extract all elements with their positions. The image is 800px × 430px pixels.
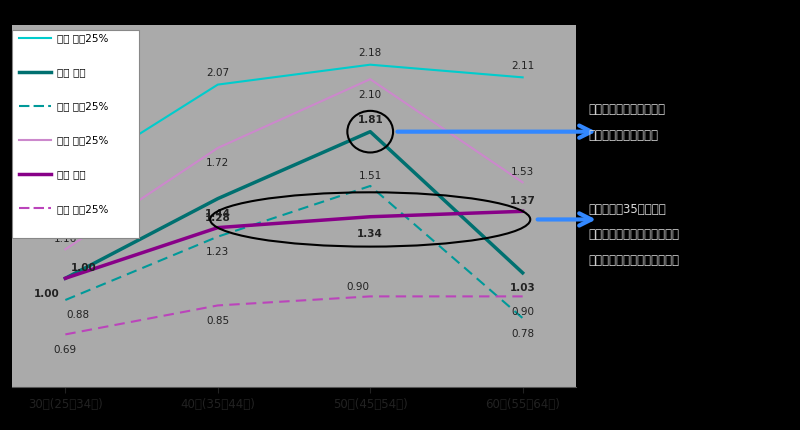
Text: （シニアでの降給もない）。: （シニアでの降給もない）。	[588, 254, 679, 267]
Text: 日米の男性フルタイマーの賃金カーブ: 日米の男性フルタイマーの賃金カーブ	[46, 0, 216, 13]
Text: 1.00: 1.00	[34, 288, 60, 298]
Text: 0.85: 0.85	[206, 315, 230, 325]
Text: ほとんど昇給をしていない。: ほとんど昇給をしていない。	[588, 228, 679, 241]
Text: 米国 上位25%: 米国 上位25%	[57, 135, 109, 145]
Text: 1.53: 1.53	[511, 167, 534, 177]
Text: 1.00: 1.00	[70, 263, 97, 273]
Text: 1.28: 1.28	[205, 212, 230, 222]
Text: 1.72: 1.72	[206, 158, 230, 168]
Text: 0.78: 0.78	[511, 328, 534, 338]
Text: 中位層でも大きく昇給。: 中位層でも大きく昇給。	[588, 103, 665, 116]
Text: 2.11: 2.11	[511, 61, 534, 71]
Text: 1.03: 1.03	[510, 283, 535, 293]
Text: 0.90: 0.90	[346, 281, 370, 291]
Text: 1.81: 1.81	[358, 115, 383, 125]
Text: 1.37: 1.37	[510, 196, 535, 206]
Text: 2.10: 2.10	[358, 89, 382, 99]
Text: ※30歳中位者=1で指数化: ※30歳中位者=1で指数化	[350, 3, 432, 13]
Text: 米国 中位: 米国 中位	[57, 169, 86, 179]
Text: 1.54: 1.54	[42, 163, 65, 173]
Text: 2.07: 2.07	[206, 68, 230, 78]
Text: 1.51: 1.51	[358, 171, 382, 181]
Text: 日本 中位: 日本 中位	[57, 68, 86, 77]
Text: 米国 下位25%: 米国 下位25%	[57, 203, 109, 213]
Text: 0.88: 0.88	[66, 310, 89, 320]
Text: 1.44: 1.44	[205, 209, 230, 218]
Text: 日本 上位25%: 日本 上位25%	[57, 34, 109, 43]
Text: 0.90: 0.90	[511, 306, 534, 316]
Text: 1.23: 1.23	[206, 246, 230, 257]
Text: 中位層は、35歳以降、: 中位層は、35歳以降、	[588, 202, 666, 215]
Text: 1.16: 1.16	[54, 234, 77, 244]
Text: 0.69: 0.69	[54, 344, 77, 354]
Text: 1.34: 1.34	[358, 228, 383, 239]
FancyBboxPatch shape	[12, 31, 139, 239]
Text: シニア以降は一律降給: シニア以降は一律降給	[588, 129, 658, 142]
Text: 2.18: 2.18	[358, 48, 382, 58]
Text: 日本 下位25%: 日本 下位25%	[57, 101, 109, 111]
